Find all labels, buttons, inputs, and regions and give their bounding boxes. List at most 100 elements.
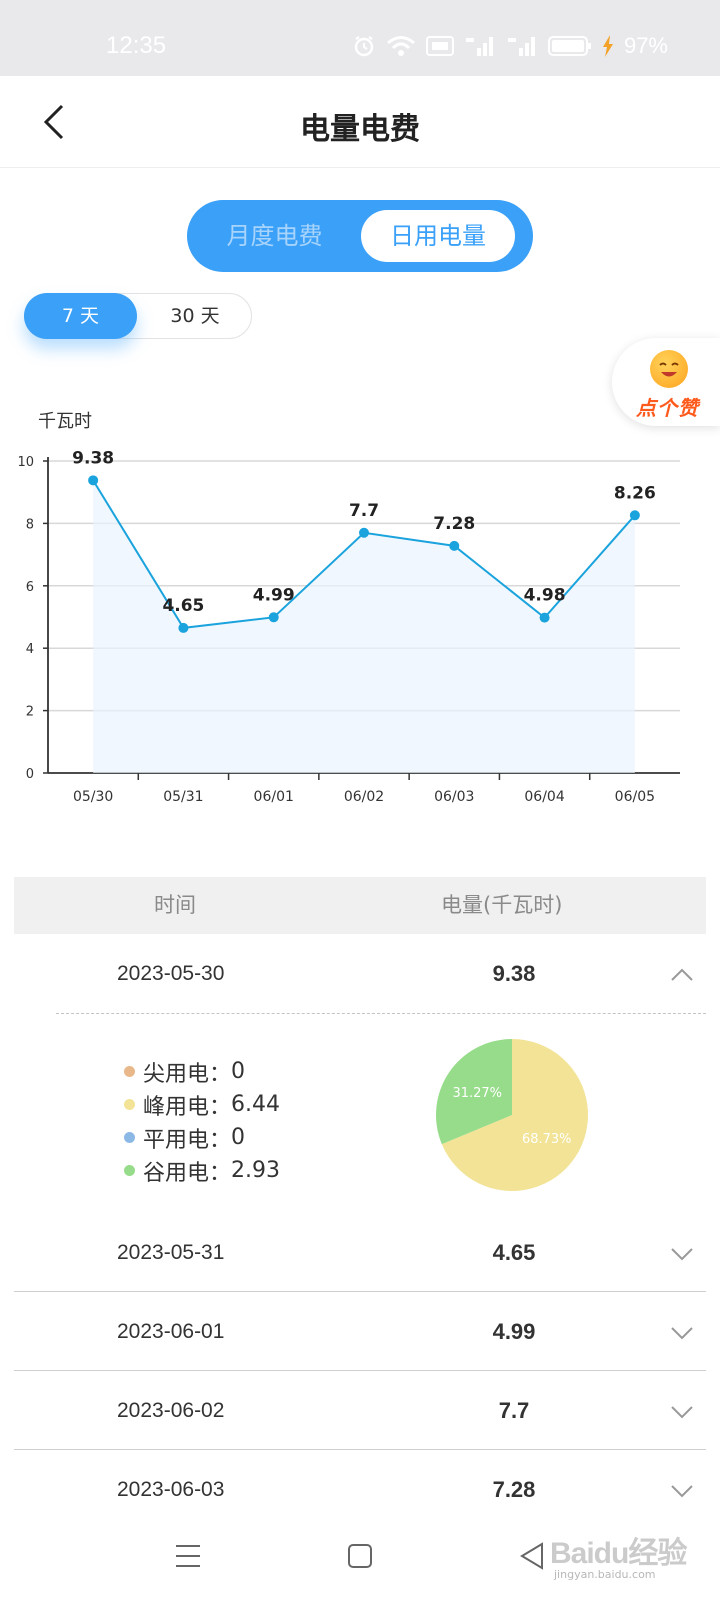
row-amount: 7.7 [498, 1398, 530, 1423]
row-amount: 7.28 [492, 1477, 536, 1502]
y-tick-label: 2 [26, 705, 34, 720]
smiley-icon [650, 350, 688, 388]
table-row[interactable]: 2023-06-03 7.28 [14, 1451, 706, 1529]
legend-value: 0 [231, 1125, 246, 1150]
data-label: 4.98 [524, 586, 566, 606]
watermark-text: Baidu经验 [550, 1537, 687, 1570]
data-point [88, 475, 99, 486]
range-7-days-button[interactable]: 7 天 [24, 293, 137, 339]
y-tick-label: 4 [26, 642, 34, 657]
legend-value: 0 [231, 1059, 246, 1084]
chevron-down-icon[interactable] [670, 1400, 694, 1424]
chevron-left-icon [43, 104, 64, 140]
y-tick-label: 8 [26, 517, 34, 532]
chevron-down-icon[interactable] [670, 1479, 694, 1503]
battery-icon [547, 35, 592, 57]
home-nav-button[interactable] [336, 1532, 384, 1580]
legend-item-flat: 平用电： 0 [124, 1121, 280, 1154]
app-header: 电量电费 [0, 76, 720, 168]
back-button[interactable] [34, 100, 74, 144]
legend-value: 6.44 [231, 1092, 280, 1117]
baidu-watermark: Baidu经验 jingyan.baidu.com [520, 1522, 710, 1586]
range-selector: 30 天 7 天 [24, 293, 252, 339]
menu-icon [176, 1545, 200, 1567]
data-label: 4.99 [253, 585, 295, 605]
legend-dot [124, 1099, 135, 1110]
like-label: 点个赞 [636, 396, 699, 420]
data-point [539, 612, 550, 623]
table-row[interactable]: 2023-05-31 4.65 [14, 1214, 706, 1292]
home-square-icon [348, 1544, 372, 1568]
y-axis-label: 千瓦时 [38, 411, 92, 432]
legend-item-valley: 谷用电： 2.93 [124, 1154, 280, 1187]
tab-monthly-fee[interactable]: 月度电费 [226, 222, 323, 250]
chevron-up-icon[interactable] [670, 963, 694, 987]
range-30-days-button[interactable]: 30 天 [170, 305, 220, 327]
daily-usage-chart: 千瓦时 0 2 4 6 8 10 9.38 05/30 4.65 05/31 4.99 06/01 7.7… [0, 405, 720, 835]
usage-pie-chart: 68.73% 31.27% [430, 1033, 594, 1197]
pie-slice [441, 1039, 588, 1191]
data-point [268, 612, 279, 623]
data-point [629, 510, 640, 521]
data-point [449, 540, 460, 551]
status-bar: 12:35 97% [0, 0, 720, 76]
y-tick-label: 6 [26, 580, 34, 595]
legend-label: 峰用电： [143, 1094, 232, 1120]
line-chart-svg: 千瓦时 0 2 4 6 8 10 9.38 05/30 4.65 05/31 4.99 06/01 7.7… [17, 411, 680, 805]
column-header-amount: 电量(千瓦时) [441, 893, 563, 917]
data-point [178, 622, 189, 633]
usage-breakdown-legend: 尖用电： 0 峰用电： 6.44 平用电： 0 谷用电： 2.93 [124, 1055, 280, 1187]
signal-icon [464, 34, 496, 58]
view-segmented-control: 月度电费 日用电量 [187, 200, 533, 272]
legend-label: 平用电： [143, 1127, 232, 1153]
charging-icon [602, 35, 614, 57]
legend-value: 2.93 [231, 1158, 280, 1183]
table-row[interactable]: 2023-05-30 9.38 [14, 935, 706, 1013]
row-date: 2023-06-02 [117, 1399, 225, 1422]
table-header: 时间 电量(千瓦时) [14, 877, 706, 934]
x-tick-label: 06/03 [434, 789, 474, 805]
table-row[interactable]: 2023-06-01 4.99 [14, 1293, 706, 1371]
chevron-down-icon[interactable] [670, 1321, 694, 1345]
column-header-time: 时间 [154, 893, 196, 917]
like-button[interactable]: 点个赞 [612, 338, 720, 426]
wifi-icon [386, 34, 416, 58]
x-tick-label: 06/05 [615, 789, 655, 805]
x-tick-label: 05/31 [163, 789, 203, 805]
data-label: 8.26 [614, 483, 656, 503]
legend-label: 尖用电： [143, 1061, 232, 1087]
tab-daily-usage[interactable]: 日用电量 [361, 210, 515, 262]
area-fill [93, 480, 635, 773]
data-label: 7.28 [433, 514, 475, 534]
data-label: 9.38 [72, 448, 114, 468]
x-tick-label: 06/01 [254, 789, 294, 805]
legend-item-sharp: 尖用电： 0 [124, 1055, 280, 1088]
legend-dot [124, 1066, 135, 1077]
row-amount: 4.99 [492, 1319, 536, 1344]
pie-slice-label: 68.73% [522, 1132, 572, 1147]
y-tick-label: 10 [17, 455, 34, 470]
legend-dot [124, 1132, 135, 1143]
row-divider-dashed [56, 1013, 706, 1014]
data-point [359, 527, 369, 538]
row-date: 2023-06-01 [117, 1320, 225, 1343]
alarm-icon [352, 34, 376, 58]
chevron-down-icon[interactable] [670, 1242, 694, 1266]
back-triangle-icon [520, 1542, 543, 1570]
page-title: 电量电费 [300, 112, 420, 147]
data-label: 4.65 [162, 596, 204, 616]
menu-nav-button[interactable] [164, 1532, 212, 1580]
x-tick-label: 06/02 [344, 789, 384, 805]
signal-icon-2 [506, 34, 538, 58]
back-nav-button[interactable] [508, 1532, 556, 1580]
row-amount: 9.38 [492, 961, 536, 986]
row-amount: 4.65 [492, 1240, 536, 1265]
table-row[interactable]: 2023-06-02 7.7 [14, 1372, 706, 1450]
row-date: 2023-06-03 [117, 1478, 225, 1501]
watermark-subtext: jingyan.baidu.com [554, 1568, 656, 1581]
x-tick-label: 05/30 [73, 789, 113, 805]
hd-icon [425, 35, 454, 57]
system-navigation-bar [0, 1524, 720, 1588]
legend-dot [124, 1165, 135, 1176]
y-tick-label: 0 [26, 767, 34, 782]
